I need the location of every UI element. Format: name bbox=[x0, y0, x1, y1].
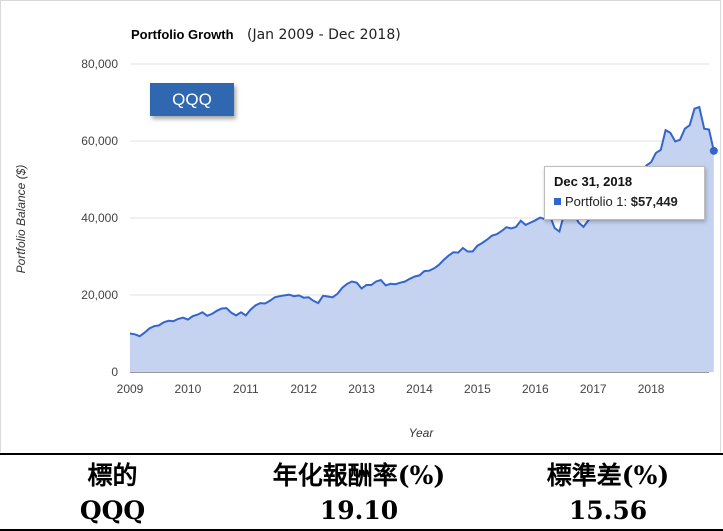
area-series-layer bbox=[129, 105, 718, 372]
stats-value-row: QQQ 19.10 15.56 bbox=[0, 492, 723, 529]
y-tick-label: 40,000 bbox=[81, 211, 118, 225]
qqq-label-badge: QQQ bbox=[150, 83, 234, 116]
y-tick-label: 80,000 bbox=[81, 57, 118, 71]
y-axis-ticks: 0 20,000 40,000 60,000 80,000 bbox=[81, 57, 118, 379]
x-tick-label: 2013 bbox=[348, 382, 375, 396]
x-tick-label: 2017 bbox=[580, 382, 607, 396]
portfolio-growth-chart: Portfolio Growth (Jan 2009 - Dec 2018) 0… bbox=[14, 27, 718, 440]
x-tick-label: 2015 bbox=[464, 382, 491, 396]
x-axis-ticks: 2009 2010 2011 2012 2013 2014 2015 2016 2017 2018 bbox=[117, 382, 665, 396]
x-tick-label: 2010 bbox=[175, 382, 202, 396]
y-tick-label: 20,000 bbox=[81, 288, 118, 302]
data-point-tooltip: Dec 31, 2018 Portfolio 1: $57,449 bbox=[544, 166, 705, 220]
x-tick-label: 2012 bbox=[290, 382, 317, 396]
header-std-dev: 標準差(%) bbox=[546, 460, 670, 490]
header-annual-return: 年化報酬率(%) bbox=[272, 460, 446, 490]
series-swatch-icon bbox=[554, 198, 561, 205]
tooltip-series: Portfolio 1: bbox=[565, 194, 628, 209]
chart-subtitle: (Jan 2009 - Dec 2018) bbox=[247, 27, 401, 43]
tooltip-value: $57,449 bbox=[630, 194, 678, 209]
stats-table: 標的 年化報酬率(%) 標準差(%) QQQ 19.10 15.56 bbox=[0, 453, 723, 531]
x-tick-label: 2009 bbox=[117, 382, 144, 396]
value-annual-return: 19.10 bbox=[319, 496, 399, 525]
y-tick-label: 0 bbox=[111, 365, 118, 379]
x-tick-label: 2011 bbox=[233, 382, 259, 396]
stats-header-row: 標的 年化報酬率(%) 標準差(%) bbox=[0, 455, 723, 492]
chart-frame: Portfolio Growth (Jan 2009 - Dec 2018) 0… bbox=[0, 0, 721, 452]
x-axis-title: Year bbox=[409, 426, 435, 440]
x-tick-label: 2014 bbox=[406, 382, 433, 396]
x-tick-label: 2018 bbox=[638, 382, 665, 396]
y-axis-title: Portfolio Balance ($) bbox=[14, 165, 28, 274]
highlighted-point[interactable] bbox=[709, 146, 718, 155]
value-ticker: QQQ bbox=[79, 496, 146, 525]
tooltip-date: Dec 31, 2018 bbox=[554, 174, 633, 189]
y-tick-label: 60,000 bbox=[81, 134, 118, 148]
tooltip-row: Portfolio 1: $57,449 bbox=[554, 194, 704, 209]
chart-title: Portfolio Growth bbox=[131, 27, 234, 42]
series-area-fill bbox=[130, 107, 714, 372]
x-tick-label: 2016 bbox=[522, 382, 549, 396]
header-ticker: 標的 bbox=[87, 460, 138, 490]
value-std-dev: 15.56 bbox=[568, 496, 648, 525]
